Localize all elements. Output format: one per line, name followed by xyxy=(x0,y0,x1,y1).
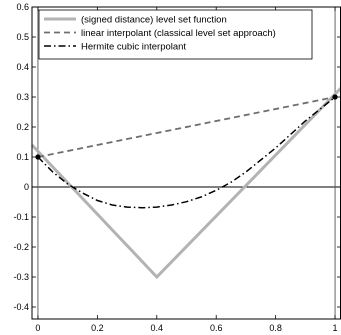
y-tick-label-10: -0.4 xyxy=(13,302,29,312)
reference-lines xyxy=(32,7,341,319)
y-tick-label-0: 0.6 xyxy=(16,2,29,12)
series-layer xyxy=(30,86,341,280)
x-tick-label-0: 0 xyxy=(35,323,40,333)
y-tick-label-8: -0.2 xyxy=(13,242,29,252)
linear-interpolant-line xyxy=(37,96,336,158)
legend-label-hermite: Hermite cubic interpolant xyxy=(81,41,186,52)
y-tick-label-7: -0.1 xyxy=(13,212,29,222)
x-tick-label-3: 0.6 xyxy=(210,323,223,333)
data-point-1 xyxy=(332,94,338,100)
y-tick-label-9: -0.3 xyxy=(13,272,29,282)
y-tick-label-2: 0.4 xyxy=(16,62,29,72)
legend-label-linear: linear interpolant (classical level set … xyxy=(81,28,276,39)
y-tick-label-3: 0.3 xyxy=(16,92,29,102)
y-tick-label-6: 0 xyxy=(24,182,29,192)
y-tick-label-4: 0.2 xyxy=(16,122,29,132)
hermite-cubic-line xyxy=(37,96,336,209)
y-tick-label-5: 0.1 xyxy=(16,152,29,162)
legend-box xyxy=(38,9,313,60)
x-tick-label-5: 1 xyxy=(333,323,338,333)
legend: (signed distance) level set function lin… xyxy=(38,9,313,60)
legend-label-level-set: (signed distance) level set function xyxy=(81,14,227,25)
data-point-0 xyxy=(35,154,41,160)
x-tick-label-1: 0.2 xyxy=(91,323,104,333)
y-tick-label-1: 0.5 xyxy=(16,32,29,42)
x-axis: 0 0.2 0.4 0.6 0.8 1 xyxy=(35,7,338,333)
x-tick-label-4: 0.8 xyxy=(269,323,282,333)
level-set-line xyxy=(30,86,341,280)
x-tick-label-2: 0.4 xyxy=(151,323,164,333)
marker-layer xyxy=(35,94,338,160)
y-axis: 0.6 0.5 0.4 0.3 0.2 0.1 0 -0.1 -0.2 -0.3 -0.4 xyxy=(13,2,341,312)
